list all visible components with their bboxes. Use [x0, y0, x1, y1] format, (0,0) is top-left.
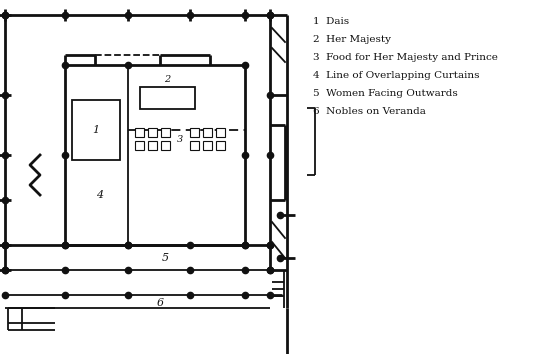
Bar	[190, 128, 199, 137]
Text: 6: 6	[157, 298, 164, 308]
Bar	[72, 100, 120, 160]
Bar	[216, 128, 225, 137]
Bar	[148, 141, 157, 150]
Text: 3  Food for Her Majesty and Prince: 3 Food for Her Majesty and Prince	[313, 53, 498, 63]
Bar	[135, 141, 144, 150]
Bar	[135, 128, 144, 137]
Bar	[190, 141, 199, 150]
Text: 4: 4	[96, 190, 103, 200]
Text: 4  Line of Overlapping Curtains: 4 Line of Overlapping Curtains	[313, 72, 479, 80]
Bar	[203, 128, 212, 137]
Bar	[161, 128, 170, 137]
Text: 2: 2	[165, 75, 171, 85]
Bar	[148, 128, 157, 137]
Text: 5  Women Facing Outwards: 5 Women Facing Outwards	[313, 90, 458, 98]
Text: 5: 5	[161, 253, 168, 263]
Text: 1: 1	[93, 125, 100, 135]
Text: 1  Dais: 1 Dais	[313, 17, 349, 27]
Bar	[216, 141, 225, 150]
Bar	[203, 141, 212, 150]
Bar	[140, 87, 195, 109]
Text: 2  Her Majesty: 2 Her Majesty	[313, 35, 391, 45]
Bar	[161, 141, 170, 150]
Text: 6  Nobles on Veranda: 6 Nobles on Veranda	[313, 108, 426, 116]
Text: 3: 3	[177, 136, 183, 144]
